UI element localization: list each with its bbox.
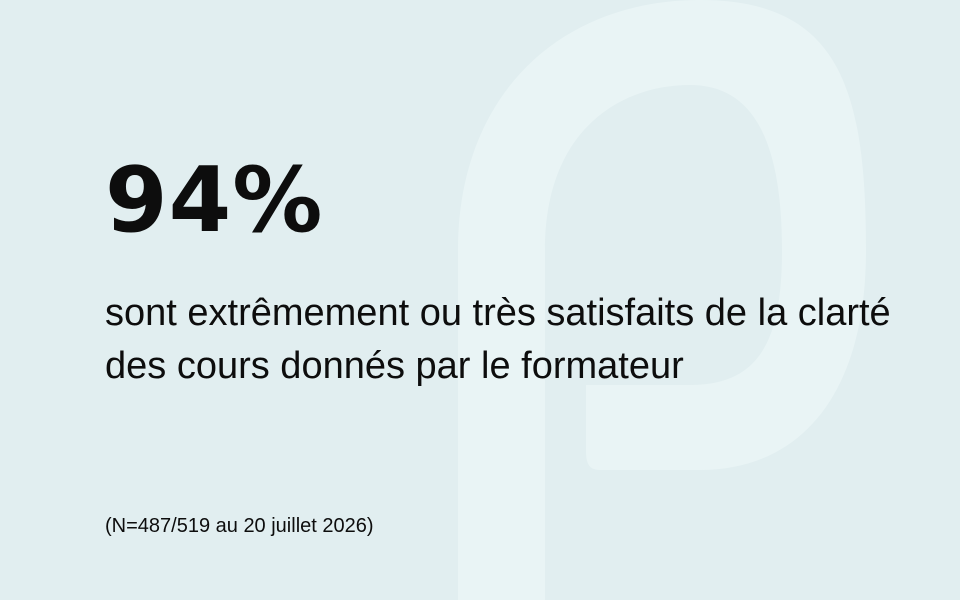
stat-card: 94% sont extrêmement ou très satisfaits …: [105, 0, 925, 600]
sample-size-note: (N=487/519 au 20 juillet 2026): [105, 515, 374, 537]
stat-description: sont extrêmement ou très satisfaits de l…: [105, 292, 891, 387]
stat-value: 94%: [105, 148, 324, 253]
